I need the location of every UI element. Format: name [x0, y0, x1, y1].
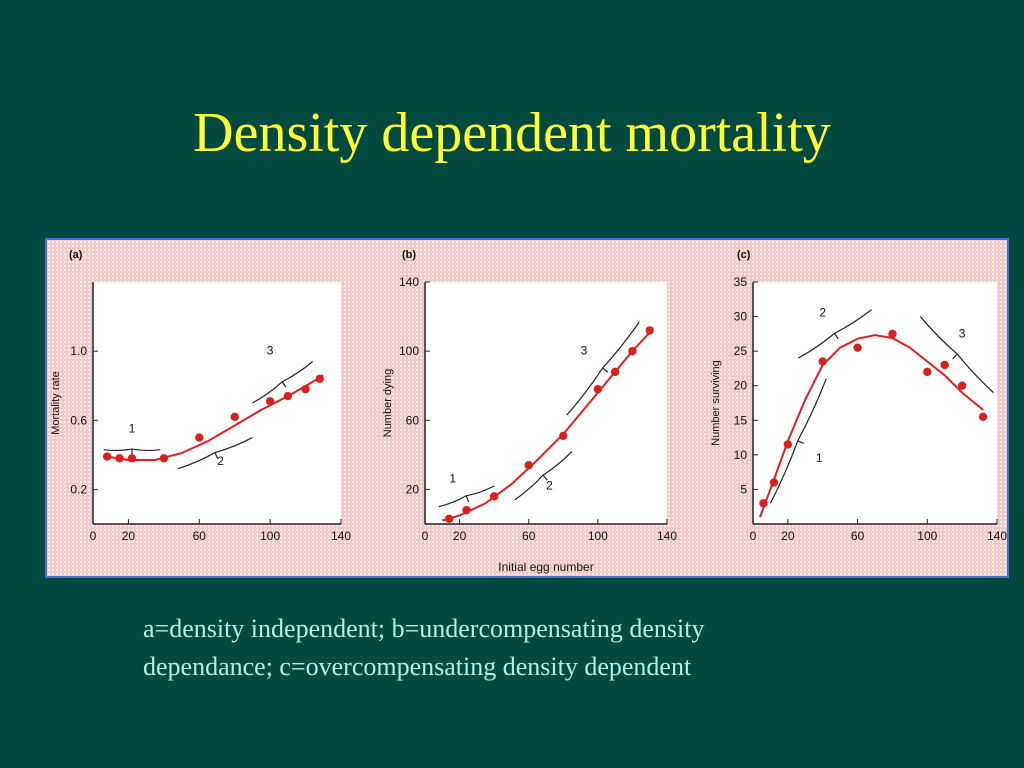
data-point [978, 412, 988, 422]
y-tick-label: 10 [734, 448, 748, 462]
x-tick-label: 60 [522, 529, 536, 543]
plot-area [93, 282, 341, 524]
data-point [489, 492, 499, 501]
x-tick-label: 140 [331, 529, 351, 543]
x-tick-label: 20 [781, 529, 795, 543]
annotation-label: 2 [217, 454, 224, 468]
data-point [818, 357, 827, 366]
data-point [610, 367, 620, 377]
x-tick-label: 140 [657, 529, 677, 543]
data-point [195, 433, 204, 442]
chart-panel-a: (a) 0 20 60 100 140 0.2 0.6 1.0 Mortality rate 1 2 3 [50, 249, 351, 543]
annotation-label: 1 [449, 472, 456, 486]
annotation-bracket [769, 378, 827, 504]
chart-panel-b: (b) 0 20 60 100 140 20 60 100 140 Number dying 1 2 3 [382, 249, 677, 543]
annotation-bracket [103, 448, 161, 456]
data-point [888, 329, 897, 339]
annotation-label: 1 [816, 451, 823, 465]
y-tick-label: 20 [734, 379, 748, 393]
x-tick-label: 100 [588, 529, 608, 543]
fitted-curve [442, 328, 654, 522]
y-tick-label: 30 [734, 310, 748, 324]
data-point [445, 514, 454, 524]
x-tick-label: 0 [90, 529, 97, 543]
x-tick-label: 60 [851, 529, 865, 543]
annotation-bracket [177, 437, 253, 470]
fitted-curve [759, 334, 984, 518]
data-point [159, 454, 169, 463]
y-axis-label: Number surviving [710, 360, 722, 446]
annotation-bracket [798, 309, 872, 359]
y-tick-label: 140 [399, 275, 419, 289]
data-point [102, 452, 112, 461]
data-point [230, 412, 239, 422]
panel-label: (a) [69, 249, 83, 261]
data-point [645, 326, 654, 335]
data-point [769, 478, 779, 487]
annotation-label: 3 [959, 326, 966, 340]
x-tick-label: 100 [260, 529, 280, 543]
plot-area [425, 282, 667, 524]
data-point [524, 461, 533, 470]
chart-panel-c: (c) 0 20 60 100 140 5 10 15 20 25 30 35 Number surviv… [710, 249, 1007, 543]
panel-label: (b) [402, 249, 416, 261]
y-tick-label: 0.2 [70, 482, 87, 496]
x-axis-label: Initial egg number [498, 560, 593, 574]
data-point [628, 346, 637, 356]
x-tick-label: 20 [453, 529, 467, 543]
panel-label: (c) [737, 249, 751, 261]
data-point [283, 391, 293, 401]
y-tick-label: 20 [406, 482, 420, 496]
annotation-label: 2 [546, 478, 553, 492]
data-point [593, 384, 603, 394]
caption: a=density independent; b=undercompensati… [143, 610, 943, 686]
y-tick-label: 1.0 [70, 344, 87, 358]
annotation-bracket [566, 321, 640, 416]
x-tick-label: 60 [193, 529, 207, 543]
slide-title: Density dependent mortality [193, 102, 831, 164]
data-point [315, 374, 324, 383]
caption-line-1: a=density independent; b=undercompensati… [143, 614, 705, 643]
fitted-curve [107, 374, 324, 461]
data-point [127, 454, 137, 463]
annotation-label: 3 [267, 344, 274, 358]
y-axis-label: Mortality rate [50, 371, 62, 435]
data-point [853, 343, 862, 352]
annotation-bracket [438, 485, 495, 508]
annotation-label: 2 [819, 306, 826, 320]
y-tick-label: 25 [734, 344, 748, 358]
data-point [462, 505, 471, 515]
y-tick-label: 35 [734, 275, 748, 289]
caption-line-2: dependance; c=overcompensating density d… [143, 652, 692, 681]
annotation-bracket [919, 316, 994, 394]
data-point [957, 381, 967, 390]
y-tick-label: 60 [406, 413, 420, 427]
y-axis-label: Number dying [382, 369, 394, 437]
annotation-bracket [252, 361, 314, 404]
data-point [940, 360, 949, 370]
y-tick-label: 15 [734, 413, 748, 427]
x-tick-label: 0 [422, 529, 429, 543]
figure-panel: (a) 0 20 60 100 140 0.2 0.6 1.0 Mortality rate 1 2 3… [45, 238, 1009, 578]
annotation-label: 3 [581, 344, 588, 358]
data-point [759, 499, 768, 508]
annotation-label: 1 [129, 421, 136, 435]
data-point [559, 431, 568, 441]
y-tick-label: 100 [399, 344, 419, 358]
annotation-bracket [514, 450, 573, 501]
data-point [923, 367, 932, 377]
data-point [115, 454, 124, 463]
plot-area [753, 282, 997, 524]
data-point [301, 384, 310, 394]
x-tick-label: 100 [917, 529, 937, 543]
x-tick-label: 0 [750, 529, 757, 543]
x-tick-label: 20 [122, 529, 136, 543]
data-point [783, 440, 793, 449]
y-tick-label: 0.6 [70, 413, 87, 427]
y-tick-label: 5 [740, 482, 747, 496]
data-point [265, 397, 275, 406]
x-tick-label: 140 [987, 529, 1007, 543]
